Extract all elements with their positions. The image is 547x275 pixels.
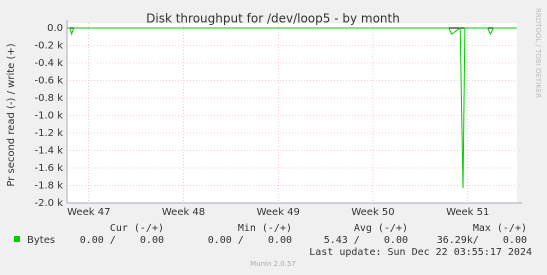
legend-header: Min (-/+) bbox=[238, 223, 292, 234]
legend-value: 0.00 / 0.00 bbox=[80, 235, 164, 246]
series-line bbox=[67, 27, 517, 189]
y-tick-label: -0.8 k bbox=[35, 93, 64, 104]
y-tick-label: -1.6 k bbox=[35, 163, 64, 174]
chart-title: Disk throughput for /dev/loop5 - by mont… bbox=[146, 12, 400, 26]
legend-header: Cur (-/+) bbox=[110, 223, 164, 234]
x-tick-label: Week 51 bbox=[446, 207, 489, 218]
y-tick-label: -1.0 k bbox=[35, 111, 64, 122]
last-update: Last update: Sun Dec 22 03:55:17 2024 bbox=[309, 247, 532, 258]
x-tick-label: Week 50 bbox=[351, 207, 394, 218]
legend-header: Avg (-/+) bbox=[354, 223, 408, 234]
y-tick-label: -1.4 k bbox=[35, 146, 64, 157]
y-tick-label: -1.2 k bbox=[35, 128, 64, 139]
x-tick-label: Week 49 bbox=[257, 207, 300, 218]
legend-swatch bbox=[14, 236, 20, 242]
x-tick-label: Week 47 bbox=[67, 207, 110, 218]
y-tick-label: -0.6 k bbox=[35, 76, 64, 87]
legend-header: Max (-/+) bbox=[473, 223, 527, 234]
x-tick-label: Week 48 bbox=[162, 207, 205, 218]
side-label: RRDTOOL / TOBI OETIKER bbox=[534, 8, 542, 98]
y-axis-label: Pr second read (-) / write (+) bbox=[6, 43, 17, 186]
footer: Munin 2.0.57 bbox=[250, 260, 296, 268]
plot-area bbox=[67, 23, 517, 203]
y-tick-label: -2.0 k bbox=[35, 198, 64, 209]
legend-value: 36.29k/ 0.00 bbox=[437, 235, 527, 246]
legend-value: 5.43 / 0.00 bbox=[324, 235, 408, 246]
legend-value: 0.00 / 0.00 bbox=[208, 235, 292, 246]
y-tick-label: -0.2 k bbox=[35, 41, 64, 52]
y-tick-label: 0.0 bbox=[47, 23, 63, 34]
y-tick-label: -1.8 k bbox=[35, 181, 64, 192]
y-tick-label: -0.4 k bbox=[35, 58, 64, 69]
legend-label: Bytes bbox=[27, 235, 55, 246]
